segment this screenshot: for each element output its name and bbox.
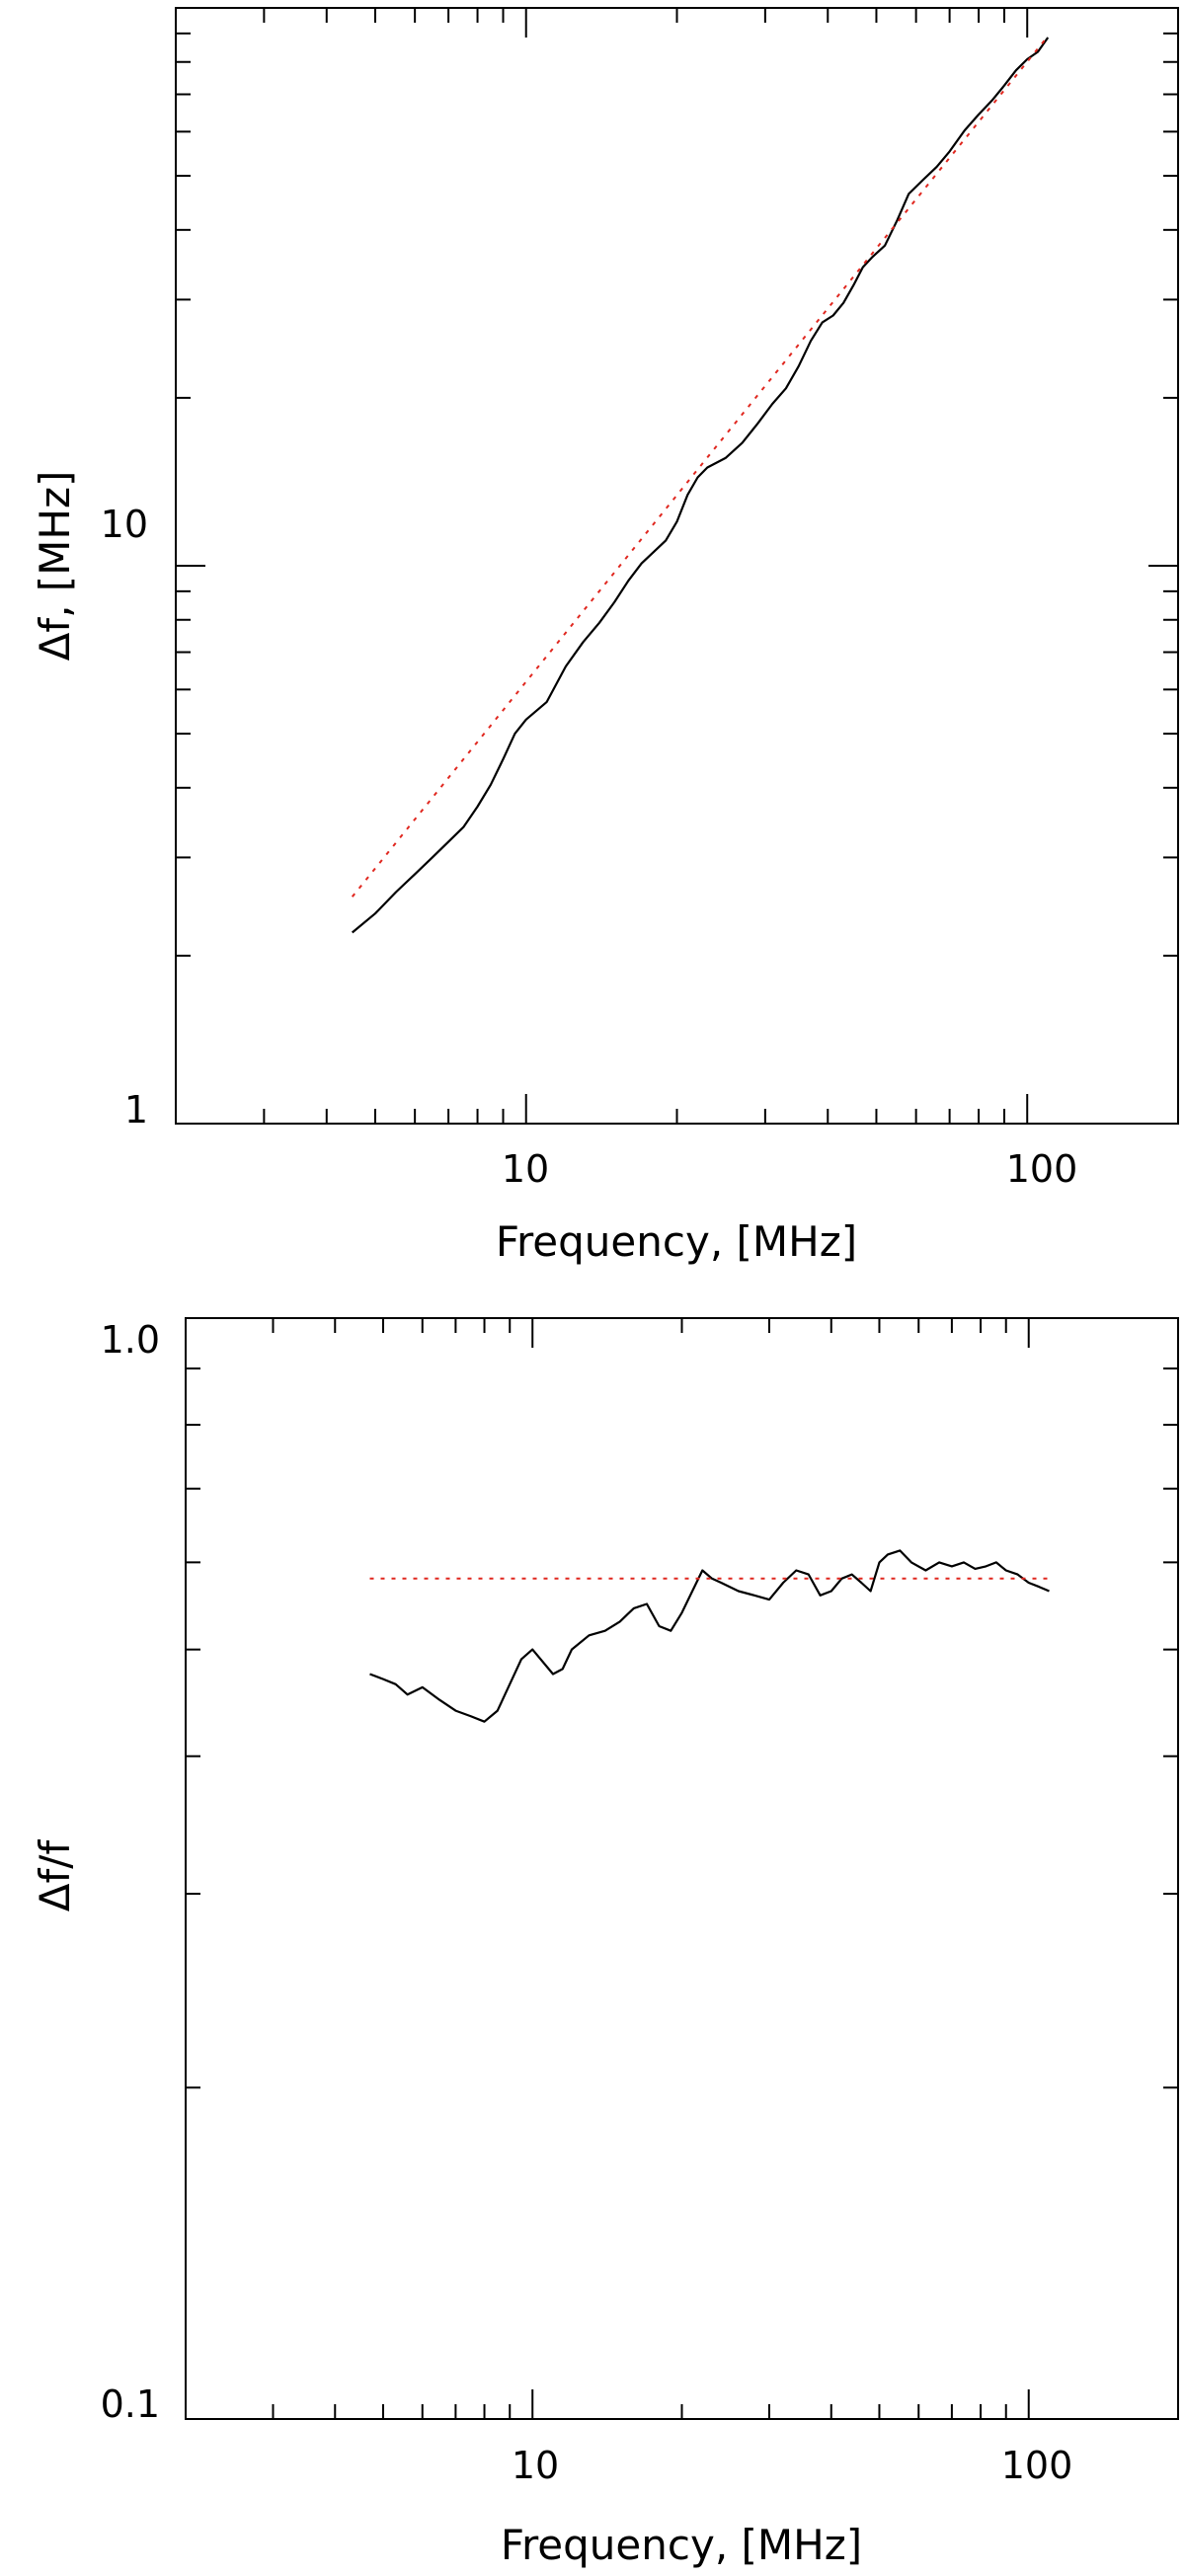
top-ytick-label-1: 1 xyxy=(124,1088,148,1132)
bottom-ytick-label-1-0: 1.0 xyxy=(101,1318,160,1362)
bottom-y-axis-title: Δf/f xyxy=(31,1839,79,1912)
bottom-plot-frame xyxy=(185,1317,1179,2420)
bottom-panel: 10 100 0.1 1.0 Frequency, [MHz] Δf/f xyxy=(31,1317,1179,2569)
top-plot-frame xyxy=(175,7,1179,1125)
bottom-xtick-label-10: 10 xyxy=(512,2444,559,2487)
bottom-axis-ticks xyxy=(185,1317,1179,2420)
top-axis-ticks xyxy=(175,7,1179,1125)
bottom-series xyxy=(369,1549,1050,1723)
top-xtick-label-10: 10 xyxy=(502,1147,549,1191)
top-ytick-label-10: 10 xyxy=(101,503,148,546)
top-x-axis-title: Frequency, [MHz] xyxy=(496,1217,857,1266)
top-measured-line xyxy=(351,37,1050,934)
top-series xyxy=(351,35,1050,934)
top-xtick-label-100: 100 xyxy=(1006,1147,1078,1191)
bottom-ytick-label-0-1: 0.1 xyxy=(101,2382,160,2426)
bottom-measured-line xyxy=(369,1549,1050,1723)
top-panel: 10 100 1 10 Frequency, [MHz] Δf, [MHz] xyxy=(31,7,1179,1266)
top-fit-line xyxy=(351,35,1049,898)
top-y-axis-title: Δf, [MHz] xyxy=(31,471,79,662)
bottom-xtick-label-100: 100 xyxy=(1001,2444,1073,2487)
bottom-x-axis-title: Frequency, [MHz] xyxy=(501,2521,862,2569)
